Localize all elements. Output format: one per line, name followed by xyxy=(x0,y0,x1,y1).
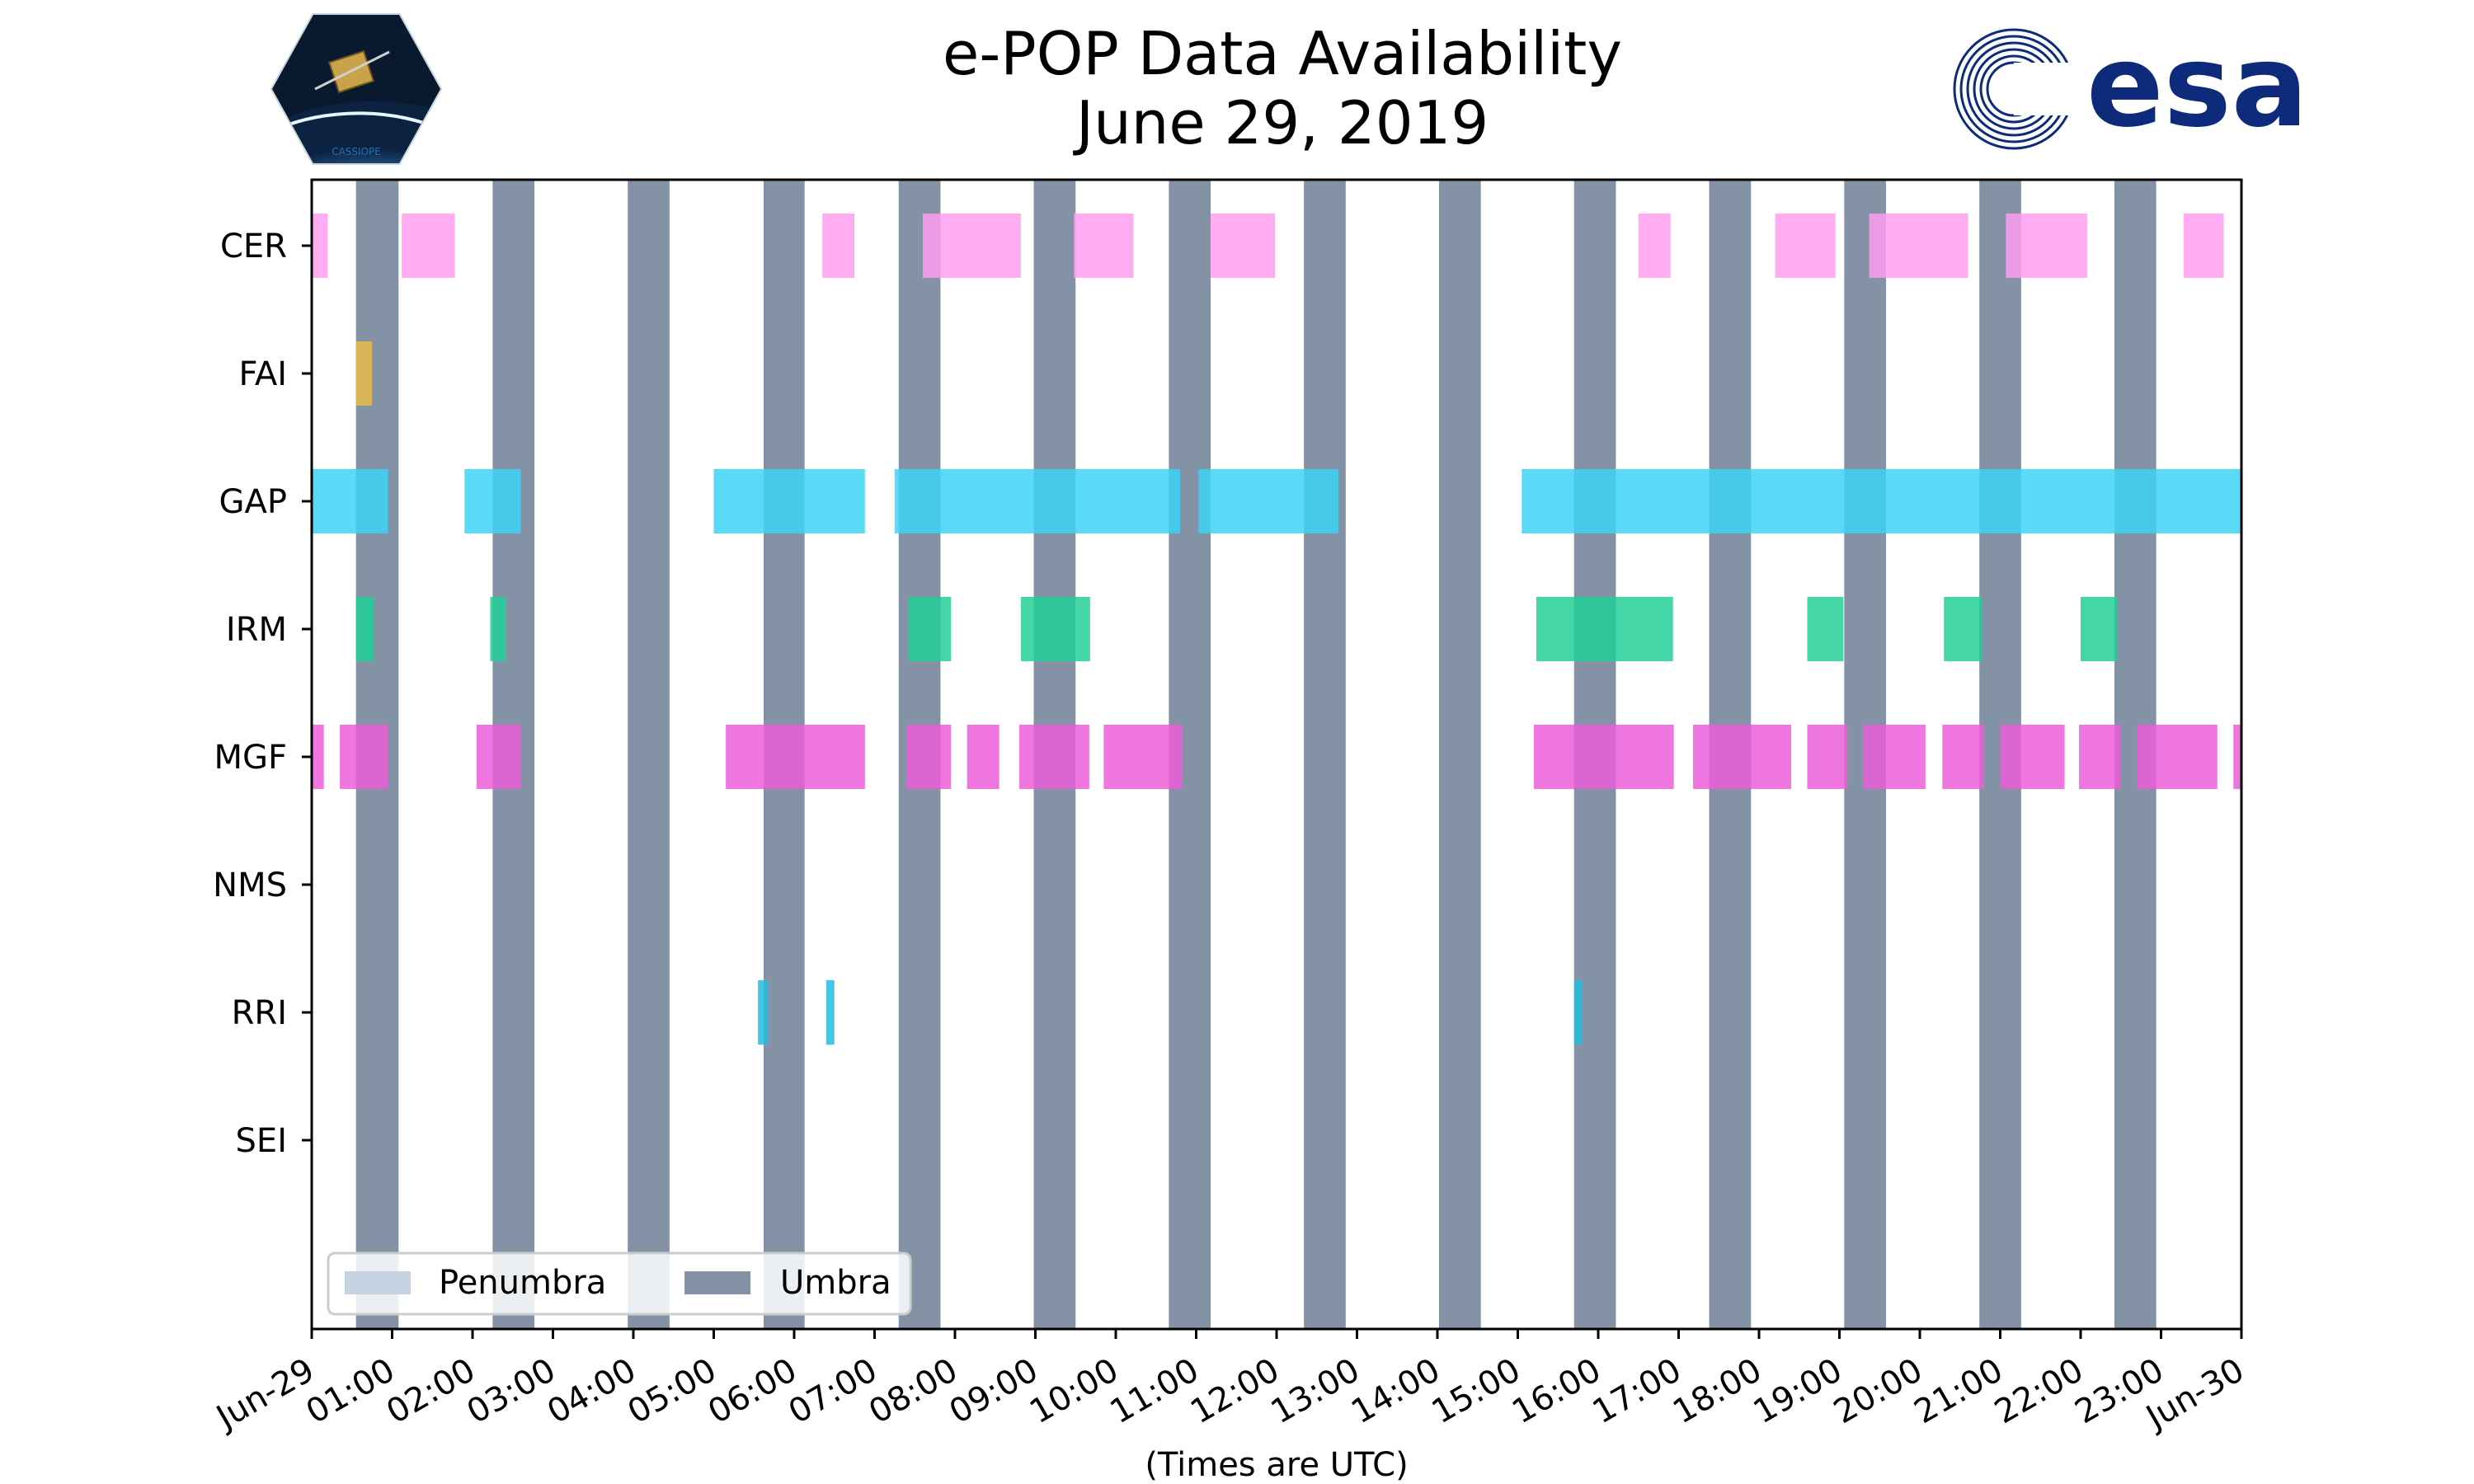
cassiope-logo-text: CASSIOPE xyxy=(332,146,381,157)
bar-mgf xyxy=(312,725,324,789)
bar-fai xyxy=(355,341,373,406)
x-tick-label: 08:00 xyxy=(863,1351,964,1431)
bar-cer xyxy=(1869,214,1968,278)
bar-mgf xyxy=(2079,725,2121,789)
bar-gap xyxy=(1198,469,1339,533)
umbra-band xyxy=(1438,180,1481,1329)
x-tick-label: 16:00 xyxy=(1506,1351,1607,1431)
legend-label-penumbra: Penumbra xyxy=(439,1264,606,1302)
chart-title-line2: June 29, 2019 xyxy=(1075,88,1489,157)
bar-gap xyxy=(312,469,388,533)
bar-rri xyxy=(826,980,835,1045)
bar-rri xyxy=(758,980,768,1045)
bar-cer xyxy=(312,214,328,278)
bar-gap xyxy=(894,469,1180,533)
x-tick-label: 03:00 xyxy=(461,1351,562,1431)
esa-logo-text: esa xyxy=(2086,20,2308,153)
y-tick-label: SEI xyxy=(236,1122,287,1160)
bar-cer xyxy=(923,214,1021,278)
x-tick-label: 09:00 xyxy=(943,1351,1045,1431)
bar-mgf xyxy=(2233,725,2241,789)
x-tick-label: 17:00 xyxy=(1587,1351,1688,1431)
x-axis: Jun-2901:0002:0003:0004:0005:0006:0007:0… xyxy=(209,1329,2251,1438)
bar-gap xyxy=(464,469,521,533)
x-tick-label: 07:00 xyxy=(783,1351,884,1431)
x-tick-label: 01:00 xyxy=(300,1351,402,1431)
bar-mgf xyxy=(2137,725,2218,789)
x-tick-label: 18:00 xyxy=(1667,1351,1768,1431)
bar-cer xyxy=(1211,214,1276,278)
legend-swatch-penumbra xyxy=(345,1271,411,1294)
umbra-band xyxy=(1304,180,1346,1329)
bar-cer xyxy=(2006,214,2087,278)
y-tick-label: FAI xyxy=(239,355,288,393)
bar-irm xyxy=(355,597,374,661)
x-tick-label: Jun-29 xyxy=(209,1351,321,1438)
y-tick-label: GAP xyxy=(219,483,287,521)
bar-mgf xyxy=(340,725,388,789)
y-tick-label: MGF xyxy=(214,739,287,777)
bar-irm xyxy=(1536,597,1673,661)
x-tick-label: 20:00 xyxy=(1827,1351,1929,1431)
y-tick-label: IRM xyxy=(226,611,287,649)
legend-swatch-umbra xyxy=(684,1271,750,1294)
x-tick-label: 04:00 xyxy=(541,1351,642,1431)
bar-gap xyxy=(1522,469,2241,533)
bar-irm xyxy=(2081,597,2117,661)
bar-cer xyxy=(402,214,455,278)
x-tick-label: 14:00 xyxy=(1345,1351,1446,1431)
bar-cer xyxy=(1074,214,1134,278)
instrument-bars xyxy=(312,214,2241,1045)
x-tick-label: 06:00 xyxy=(702,1351,803,1431)
bar-gap xyxy=(713,469,865,533)
legend-box xyxy=(327,1252,912,1316)
bar-cer xyxy=(1638,214,1671,278)
x-tick-label: 02:00 xyxy=(380,1351,482,1431)
x-tick-label: 19:00 xyxy=(1747,1351,1849,1431)
bar-mgf xyxy=(1942,725,1984,789)
bar-irm xyxy=(490,597,506,661)
esa-logo: esa xyxy=(1946,20,2309,163)
y-tick-label: CER xyxy=(220,228,287,265)
x-tick-label: 15:00 xyxy=(1426,1351,1527,1431)
legend: Penumbra Umbra xyxy=(327,1252,912,1316)
bar-mgf xyxy=(906,725,952,789)
x-tick-label: 13:00 xyxy=(1265,1351,1366,1431)
bar-irm xyxy=(1807,597,1844,661)
x-tick-label: 11:00 xyxy=(1104,1351,1206,1431)
bar-mgf xyxy=(2000,725,2065,789)
cassiope-logo: CASSIOPE xyxy=(266,7,447,175)
y-axis: CER FAI GAP IRM MGF NMS RRI SEI xyxy=(213,228,312,1160)
bar-cer xyxy=(822,214,855,278)
bar-mgf xyxy=(1103,725,1182,789)
legend-label-umbra: Umbra xyxy=(780,1264,891,1302)
x-axis-label: (Times are UTC) xyxy=(1145,1446,1408,1484)
umbra-band xyxy=(628,180,670,1329)
x-tick-label: 22:00 xyxy=(1988,1351,2090,1431)
bar-cer xyxy=(2183,214,2224,278)
bar-irm xyxy=(1020,597,1090,661)
x-tick-label: 21:00 xyxy=(1908,1351,2010,1431)
bar-cer xyxy=(1775,214,1836,278)
y-tick-label: NMS xyxy=(213,866,287,904)
chart-title-line1: e-POP Data Availability xyxy=(943,19,1622,88)
bar-mgf xyxy=(1863,725,1926,789)
x-tick-label: 10:00 xyxy=(1023,1351,1125,1431)
bar-mgf xyxy=(1693,725,1791,789)
y-tick-label: RRI xyxy=(232,994,287,1032)
bar-mgf xyxy=(967,725,999,789)
x-tick-label: 12:00 xyxy=(1184,1351,1286,1431)
bar-mgf xyxy=(1807,725,1848,789)
bar-irm xyxy=(908,597,952,661)
bar-rri xyxy=(1573,980,1583,1045)
x-tick-label: 05:00 xyxy=(622,1351,723,1431)
bar-mgf xyxy=(476,725,521,789)
bar-mgf xyxy=(726,725,865,789)
bar-mgf xyxy=(1019,725,1089,789)
bar-irm xyxy=(1944,597,1983,661)
bar-mgf xyxy=(1534,725,1674,789)
